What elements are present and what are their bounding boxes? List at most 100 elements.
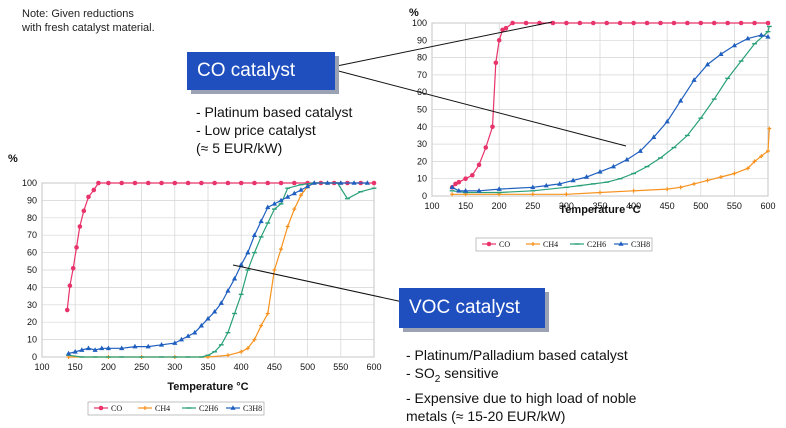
legend-marker (143, 406, 147, 410)
y-axis-label: % (8, 153, 18, 165)
y-tick-label: 40 (27, 282, 37, 292)
co-connector-lower (326, 67, 627, 147)
data-point-c3h8 (271, 201, 277, 206)
data-point-c3h8 (543, 182, 549, 188)
data-point-co (604, 20, 610, 26)
legend-marker (618, 241, 624, 246)
co-bullet-1: - Platinum based catalyst (196, 104, 353, 120)
voc-callout-title: VOC catalyst (409, 297, 520, 318)
data-point-co (752, 20, 757, 26)
legend-marker (230, 405, 236, 410)
x-tick-label: 100 (424, 201, 439, 211)
data-point-c3h8 (758, 32, 764, 37)
data-point-c3h8 (449, 184, 455, 190)
data-point-co (577, 20, 583, 26)
legend-label: CH4 (155, 404, 170, 413)
x-tick-label: 300 (559, 201, 574, 211)
note-text: Note: Given reductions with fresh cataly… (22, 7, 155, 35)
data-point-ch4 (285, 224, 290, 229)
x-tick-label: 200 (492, 201, 507, 211)
data-point-co (212, 180, 217, 186)
data-point-ch4 (598, 190, 602, 195)
y-tick-label: 30 (417, 139, 427, 149)
data-point-c3h8 (583, 174, 590, 179)
data-point-co (278, 180, 284, 186)
data-point-co (119, 180, 124, 186)
data-point-co (698, 20, 704, 26)
data-point-ch4 (759, 154, 764, 159)
data-point-c3h8 (231, 275, 238, 281)
data-point-c3h8 (178, 336, 185, 342)
data-point-co (86, 194, 91, 200)
y-tick-label: 90 (27, 195, 37, 205)
data-point-ch4 (239, 349, 244, 354)
x-tick-label: 150 (68, 362, 83, 372)
x-tick-label: 450 (660, 201, 675, 211)
data-point-co (371, 180, 377, 186)
x-tick-label: 250 (525, 201, 540, 211)
legend-box (475, 237, 653, 252)
co-bullet-3: (≈ 5 EUR/kW) (196, 140, 283, 156)
data-point-c3h8 (145, 343, 151, 349)
data-point-ch4 (252, 337, 257, 342)
data-point-ch4 (766, 149, 770, 154)
data-point-c3h8 (85, 345, 92, 351)
data-point-c3h8 (92, 347, 98, 352)
note-line-1: Note: Given reductions (22, 8, 134, 20)
data-point-co (470, 172, 475, 178)
x-tick-label: 500 (300, 362, 315, 372)
data-point-c3h8 (678, 98, 684, 103)
voc-bullet-2-subscript: 2 (434, 373, 441, 385)
data-point-ch4 (718, 174, 723, 179)
data-point-ch4 (530, 192, 535, 197)
data-point-c3h8 (291, 190, 297, 196)
data-point-c3h8 (624, 156, 630, 162)
data-point-c3h8 (557, 181, 563, 186)
data-point-ch4 (259, 323, 264, 328)
x-tick-label: 400 (626, 201, 641, 211)
series-line-ch4 (452, 128, 770, 195)
y-tick-label: 0 (422, 191, 427, 201)
data-point-c3h8 (305, 183, 311, 189)
legend-marker (486, 241, 492, 247)
y-tick-label: 50 (417, 105, 427, 115)
data-point-ch4 (631, 188, 636, 193)
data-point-co (132, 180, 138, 186)
data-point-co (550, 20, 556, 26)
data-point-ch4 (292, 207, 297, 212)
voc-bullet-3: - Expensive due to high load of noble (406, 389, 637, 406)
x-tick-label: 400 (234, 362, 249, 372)
data-point-co (523, 20, 529, 26)
data-point-ch4 (265, 311, 270, 316)
legend-marker (531, 242, 535, 246)
data-point-c3h8 (218, 300, 224, 305)
data-point-c3h8 (225, 288, 231, 293)
data-point-c3h8 (456, 188, 462, 193)
data-point-c3h8 (298, 187, 304, 192)
data-point-co (106, 180, 111, 186)
data-point-c3h8 (198, 322, 204, 328)
data-point-c3h8 (285, 194, 291, 199)
data-point-co (81, 208, 87, 214)
co-bullet-2: - Low price catalyst (196, 122, 316, 138)
voc-bullet-4: metals (≈ 15-20 EUR/kW) (406, 407, 566, 424)
data-point-co (74, 245, 79, 250)
y-tick-label: 60 (27, 248, 37, 258)
x-axis-label: Temperature °C (167, 381, 248, 393)
x-tick-label: 600 (366, 362, 381, 372)
data-point-c3h8 (691, 77, 697, 82)
x-axis-label: Temperature °C (559, 204, 640, 216)
series-line-c3h8 (451, 34, 769, 192)
legend-label: C3H8 (243, 404, 262, 413)
data-point-ch4 (450, 192, 455, 197)
data-point-c3h8 (238, 261, 244, 267)
data-point-co (70, 265, 76, 271)
y-tick-label: 30 (27, 300, 37, 310)
y-tick-label: 80 (417, 53, 427, 63)
data-point-c3h8 (324, 180, 331, 185)
data-point-co (617, 20, 623, 26)
legend: CO CH4 C2H6 C3H8 (87, 401, 265, 416)
data-point-c3h8 (496, 186, 502, 191)
data-point-c3h8 (731, 42, 737, 48)
voc-catalyst-chart: 0 10 20 30 40 50 60 70 80 90 100 100 150 200 250 300 350… (8, 153, 382, 416)
